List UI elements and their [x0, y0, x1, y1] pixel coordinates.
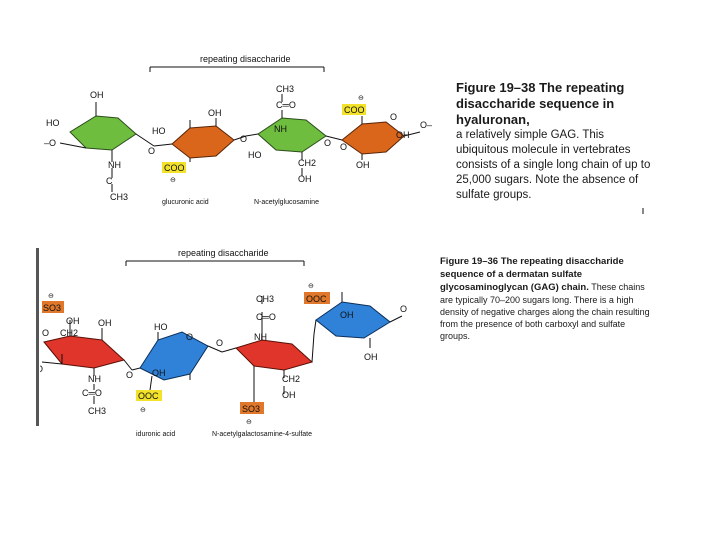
coo-label: COO — [164, 163, 185, 173]
negative-charge: ⊖ — [140, 407, 146, 414]
coo-label: COO — [344, 105, 365, 115]
o-label: O — [148, 146, 155, 156]
sulfate-highlight — [240, 402, 264, 414]
bracket-label: repeating disaccharide — [178, 248, 269, 258]
o-dash-label: –O — [44, 138, 56, 148]
so3-label: SO3 — [43, 303, 61, 313]
o-trail-label: O– — [420, 120, 432, 130]
o-label: O — [42, 328, 49, 338]
ch3-label: CH3 — [88, 406, 106, 416]
oh-label: OH — [364, 352, 378, 362]
figure2-caption-title: Figure 19–36 The repeating disaccharide … — [440, 256, 624, 293]
o-label: O — [324, 138, 331, 148]
negative-charge: ⊖ — [48, 293, 54, 300]
c-label: C — [106, 176, 113, 186]
co-label: C═O — [256, 312, 276, 322]
carboxyl-highlight — [136, 390, 162, 401]
oh-label: OH — [282, 390, 296, 400]
nh-label: NH — [108, 160, 121, 170]
ch3-label: CH3 — [276, 84, 294, 94]
sugar-ring-orange-4 — [341, 121, 405, 155]
figure1-caption: Figure 19–38 The repeating disaccharide … — [456, 80, 656, 203]
left-margin-rule — [36, 248, 39, 426]
o-label: O — [186, 332, 193, 342]
oh-label: OH — [356, 160, 370, 170]
hyaluronan-diagram: repeating disaccharide OH HO –O NH C CH3… — [44, 54, 432, 206]
co-label: C═O — [276, 100, 296, 110]
oh-label: OH — [396, 130, 410, 140]
sugar-ring-glucuronic-acid — [171, 125, 235, 159]
oh-label: OH — [66, 316, 80, 326]
sugar-ring-n-acetylglucosamine — [257, 117, 327, 153]
o-trail-label: O — [400, 304, 407, 314]
figure2-caption-body: These chains are typically 70–200 sugars… — [440, 282, 650, 341]
o-label: O — [126, 370, 133, 380]
crop-mark — [642, 208, 644, 214]
o-label: O — [216, 338, 223, 348]
sugar-label-n-acetylgalactosamine-4-sulfate: N-acetylgalactosamine-4-sulfate — [212, 431, 312, 438]
nh-label: NH — [254, 332, 267, 342]
so3-label: SO3 — [242, 404, 260, 414]
oh-label: OH — [152, 368, 166, 378]
ooc-label: OOC — [138, 391, 159, 401]
ho-label: HO — [46, 118, 60, 128]
figure1-caption-body: a relatively simple GAG. This ubiquitous… — [456, 129, 651, 201]
carboxyl-highlight — [304, 292, 330, 304]
dermatan-sulfate-diagram: repeating disaccharide ⊖ SO3 OH O CH2 OH… — [40, 248, 407, 438]
ch2-label: CH2 — [282, 374, 300, 384]
ho-label: HO — [154, 322, 168, 332]
carboxyl-highlight — [342, 104, 366, 115]
oh-label: OH — [90, 90, 104, 100]
figure1-caption-title: Figure 19–38 The repeating disaccharide … — [456, 80, 625, 127]
oh-label: OH — [298, 174, 312, 184]
ch3-label: CH3 — [256, 294, 274, 304]
sulfate-highlight — [42, 301, 64, 313]
o-label: O — [240, 134, 247, 144]
repeating-disaccharide-bracket — [125, 260, 305, 266]
negative-charge: ⊖ — [358, 95, 364, 102]
ho-label: HO — [248, 150, 262, 160]
sugar-label-iduronic-acid: iduronic acid — [136, 431, 175, 438]
sugar-ring-blue-4 — [315, 301, 391, 339]
oh-label: OH — [340, 310, 354, 320]
o-label: O — [390, 112, 397, 122]
o-dash-label: O — [40, 364, 43, 374]
nh-label: NH — [274, 124, 287, 134]
sugar-label-n-acetylglucosamine: N-acetylglucosamine — [254, 199, 319, 206]
oh-label: OH — [208, 108, 222, 118]
negative-charge: ⊖ — [308, 283, 314, 290]
ho-label: HO — [152, 126, 166, 136]
oh-label: OH — [98, 318, 112, 328]
ooc-label: OOC — [306, 294, 327, 304]
carboxyl-highlight — [162, 162, 186, 173]
sugar-ring-iduronic-acid — [139, 331, 209, 381]
co-label: C═O — [82, 388, 102, 398]
nh-label: NH — [88, 374, 101, 384]
ch2-label: CH2 — [298, 158, 316, 168]
ch2-label: CH2 — [60, 328, 78, 338]
sugar-ring-green-1 — [69, 115, 137, 151]
negative-charge: ⊖ — [246, 419, 252, 426]
repeating-disaccharide-bracket — [149, 66, 325, 72]
figure2-caption: Figure 19–36 The repeating disaccharide … — [440, 255, 650, 342]
sugar-label-glucuronic-acid: glucuronic acid — [162, 199, 209, 206]
bracket-label: repeating disaccharide — [200, 54, 291, 64]
sugar-ring-n-acetylgalactosamine-4-sulfate — [235, 339, 314, 371]
ch3-label: CH3 — [110, 192, 128, 202]
negative-charge: ⊖ — [170, 177, 176, 184]
o-label: O — [340, 142, 347, 152]
